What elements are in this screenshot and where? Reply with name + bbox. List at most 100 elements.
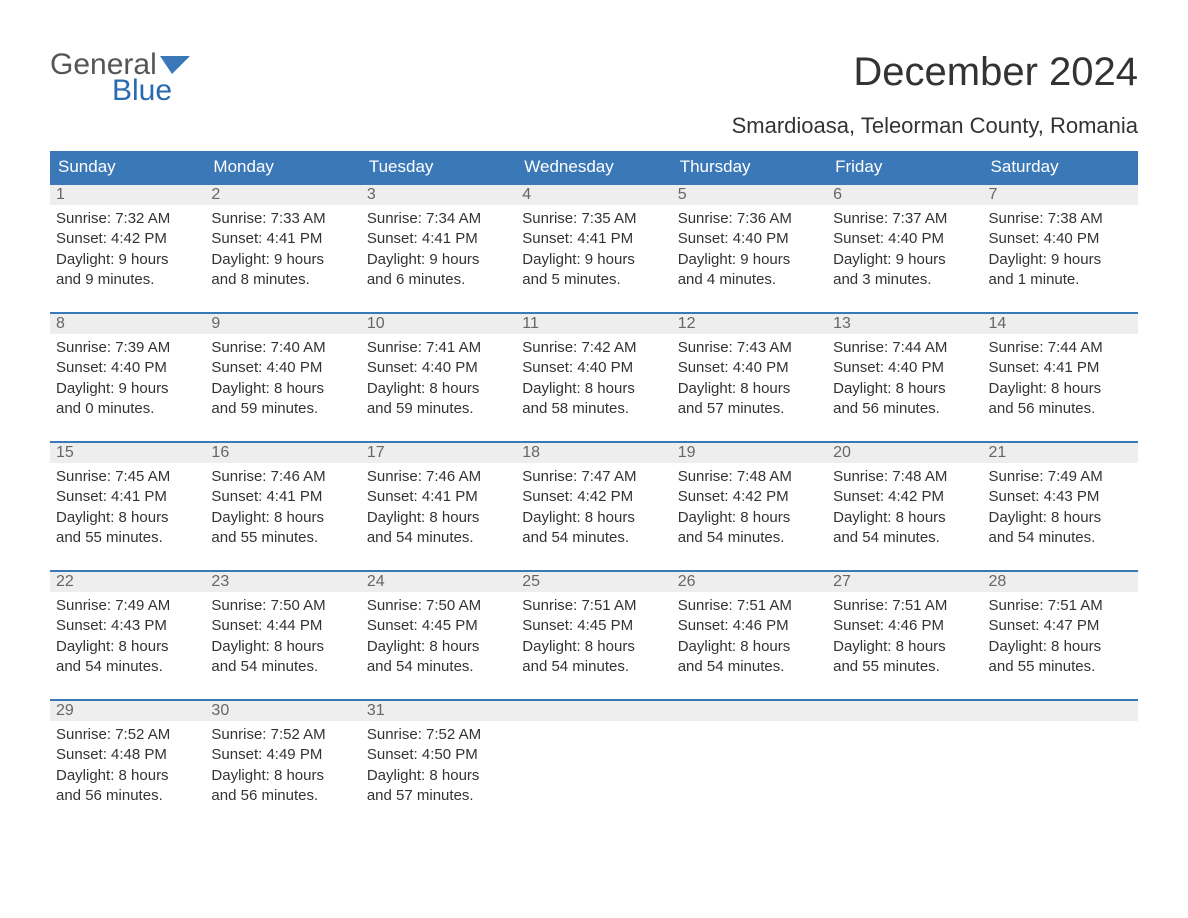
daylight-line2: and 54 minutes. (211, 657, 354, 677)
daylight-line2: and 56 minutes. (211, 786, 354, 806)
sunset-text: Sunset: 4:43 PM (989, 487, 1132, 507)
day-number: 8 (56, 315, 65, 332)
day-number-row: 23 (205, 572, 360, 592)
day-body (983, 721, 1138, 761)
daylight-line2: and 55 minutes. (56, 528, 199, 548)
daylight-line2: and 3 minutes. (833, 270, 976, 290)
week-row: 15Sunrise: 7:45 AMSunset: 4:41 PMDayligh… (50, 441, 1138, 556)
week-row: 1Sunrise: 7:32 AMSunset: 4:42 PMDaylight… (50, 183, 1138, 298)
daylight-line1: Daylight: 9 hours (367, 250, 510, 270)
daylight-line1: Daylight: 8 hours (56, 766, 199, 786)
sunset-text: Sunset: 4:45 PM (522, 616, 665, 636)
weekday-header-cell: Sunday (50, 151, 205, 183)
day-number-row: 27 (827, 572, 982, 592)
sunset-text: Sunset: 4:50 PM (367, 745, 510, 765)
day-cell: 22Sunrise: 7:49 AMSunset: 4:43 PMDayligh… (50, 572, 205, 685)
daylight-line2: and 58 minutes. (522, 399, 665, 419)
daylight-line1: Daylight: 8 hours (989, 637, 1132, 657)
daylight-line1: Daylight: 8 hours (211, 508, 354, 528)
day-number: 26 (678, 573, 696, 590)
day-number-row (983, 701, 1138, 721)
sunset-text: Sunset: 4:42 PM (833, 487, 976, 507)
day-cell: 20Sunrise: 7:48 AMSunset: 4:42 PMDayligh… (827, 443, 982, 556)
sunrise-text: Sunrise: 7:50 AM (367, 596, 510, 616)
daylight-line2: and 4 minutes. (678, 270, 821, 290)
day-body: Sunrise: 7:44 AMSunset: 4:41 PMDaylight:… (983, 334, 1138, 427)
sunrise-text: Sunrise: 7:37 AM (833, 209, 976, 229)
sunset-text: Sunset: 4:40 PM (833, 358, 976, 378)
daylight-line1: Daylight: 8 hours (989, 379, 1132, 399)
day-body (827, 721, 982, 761)
header-row: General Blue December 2024 Smardioasa, T… (50, 50, 1138, 139)
sunset-text: Sunset: 4:40 PM (211, 358, 354, 378)
day-number: 11 (522, 315, 539, 332)
day-cell (672, 701, 827, 814)
sunset-text: Sunset: 4:40 PM (833, 229, 976, 249)
sunset-text: Sunset: 4:48 PM (56, 745, 199, 765)
daylight-line2: and 54 minutes. (989, 528, 1132, 548)
daylight-line2: and 55 minutes. (211, 528, 354, 548)
day-cell: 21 Sunrise: 7:49 AMSunset: 4:43 PMDayligh… (983, 443, 1138, 556)
daylight-line1: Daylight: 8 hours (989, 508, 1132, 528)
day-cell (516, 701, 671, 814)
day-cell: 26Sunrise: 7:51 AMSunset: 4:46 PMDayligh… (672, 572, 827, 685)
weeks-container: 1Sunrise: 7:32 AMSunset: 4:42 PMDaylight… (50, 183, 1138, 814)
day-number: 29 (56, 702, 74, 719)
day-number-row: 31 (361, 701, 516, 721)
sunrise-text: Sunrise: 7:51 AM (678, 596, 821, 616)
day-number: 24 (367, 573, 385, 590)
day-cell: 30Sunrise: 7:52 AMSunset: 4:49 PMDayligh… (205, 701, 360, 814)
day-number: 25 (522, 573, 540, 590)
day-body: Sunrise: 7:37 AMSunset: 4:40 PMDaylight:… (827, 205, 982, 298)
week-row: 8Sunrise: 7:39 AMSunset: 4:40 PMDaylight… (50, 312, 1138, 427)
day-body: Sunrise: 7:51 AMSunset: 4:46 PMDaylight:… (827, 592, 982, 685)
day-body: Sunrise: 7:49 AMSunset: 4:43 PMDaylight:… (983, 463, 1138, 556)
day-body: Sunrise: 7:46 AMSunset: 4:41 PMDaylight:… (205, 463, 360, 556)
daylight-line1: Daylight: 8 hours (367, 637, 510, 657)
day-body: Sunrise: 7:49 AMSunset: 4:43 PMDaylight:… (50, 592, 205, 685)
day-cell: 11Sunrise: 7:42 AMSunset: 4:40 PMDayligh… (516, 314, 671, 427)
day-body: Sunrise: 7:45 AMSunset: 4:41 PMDaylight:… (50, 463, 205, 556)
day-body: Sunrise: 7:52 AMSunset: 4:48 PMDaylight:… (50, 721, 205, 814)
day-number: 1 (56, 186, 65, 203)
sunrise-text: Sunrise: 7:51 AM (833, 596, 976, 616)
sunrise-text: Sunrise: 7:44 AM (833, 338, 976, 358)
daylight-line2: and 59 minutes. (211, 399, 354, 419)
day-number-row: 14 (983, 314, 1138, 334)
day-cell: 25 Sunrise: 7:51 AMSunset: 4:45 PMDayligh… (516, 572, 671, 685)
daylight-line2: and 57 minutes. (678, 399, 821, 419)
sunset-text: Sunset: 4:45 PM (367, 616, 510, 636)
sunset-text: Sunset: 4:41 PM (211, 229, 354, 249)
sunset-text: Sunset: 4:46 PM (833, 616, 976, 636)
sunset-text: Sunset: 4:42 PM (522, 487, 665, 507)
day-number-row: 18 (516, 443, 671, 463)
daylight-line2: and 56 minutes. (56, 786, 199, 806)
sunrise-text: Sunrise: 7:35 AM (522, 209, 665, 229)
day-cell: 2Sunrise: 7:33 AMSunset: 4:41 PMDaylight… (205, 185, 360, 298)
day-body: Sunrise: 7:51 AMSunset: 4:47 PMDaylight:… (983, 592, 1138, 685)
day-number: 28 (989, 573, 1007, 590)
sunset-text: Sunset: 4:41 PM (56, 487, 199, 507)
daylight-line1: Daylight: 8 hours (367, 379, 510, 399)
day-number: 21 (989, 444, 1007, 461)
day-body: Sunrise: 7:52 AMSunset: 4:49 PMDaylight:… (205, 721, 360, 814)
daylight-line2: and 54 minutes. (522, 657, 665, 677)
sunset-text: Sunset: 4:40 PM (367, 358, 510, 378)
day-body: Sunrise: 7:51 AMSunset: 4:45 PMDaylight:… (516, 592, 671, 685)
weekday-header-cell: Thursday (672, 151, 827, 183)
weekday-header-cell: Tuesday (361, 151, 516, 183)
day-number: 12 (678, 315, 696, 332)
day-number: 31 (367, 702, 385, 719)
calendar: SundayMondayTuesdayWednesdayThursdayFrid… (50, 151, 1138, 814)
sunrise-text: Sunrise: 7:46 AM (211, 467, 354, 487)
day-number: 5 (678, 186, 687, 203)
day-cell: 24 Sunrise: 7:50 AMSunset: 4:45 PMDayligh… (361, 572, 516, 685)
weekday-header: SundayMondayTuesdayWednesdayThursdayFrid… (50, 151, 1138, 183)
daylight-line2: and 6 minutes. (367, 270, 510, 290)
daylight-line1: Daylight: 8 hours (833, 508, 976, 528)
daylight-line2: and 54 minutes. (678, 528, 821, 548)
daylight-line2: and 8 minutes. (211, 270, 354, 290)
sunset-text: Sunset: 4:40 PM (56, 358, 199, 378)
daylight-line1: Daylight: 8 hours (211, 637, 354, 657)
day-number-row: 29 (50, 701, 205, 721)
